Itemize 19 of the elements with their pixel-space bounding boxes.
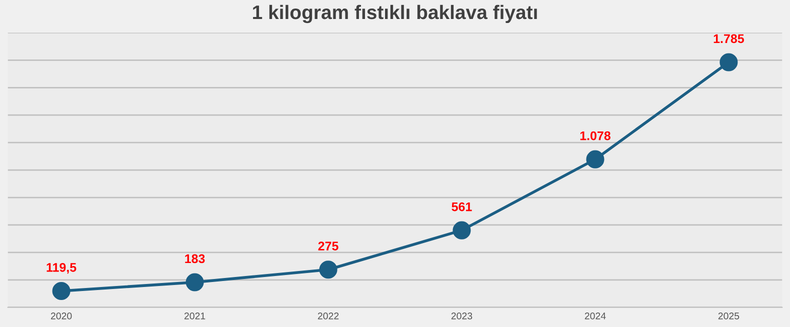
x-tick-label: 2025 [718, 312, 740, 320]
x-tick-label: 2022 [318, 312, 339, 320]
data-label: 119,5 [46, 262, 76, 274]
data-label: 561 [452, 202, 472, 212]
chart-title: 1 kilogram fıstıklı baklava fiyatı [253, 4, 537, 24]
data-label: 275 [318, 242, 338, 250]
point [319, 260, 338, 279]
point [452, 221, 471, 240]
point [720, 53, 738, 72]
data-label: 1.078 [580, 131, 610, 140]
data-label: 183 [185, 254, 205, 264]
x-tick-label: 2024 [584, 312, 606, 320]
x-tick-label: 2020 [50, 312, 72, 320]
x-tick-label: 2021 [184, 312, 206, 320]
point [186, 273, 204, 292]
data-label: 1.785 [714, 34, 744, 44]
x-tick-label: 2023 [451, 312, 472, 320]
point [586, 150, 604, 168]
point [52, 282, 70, 300]
